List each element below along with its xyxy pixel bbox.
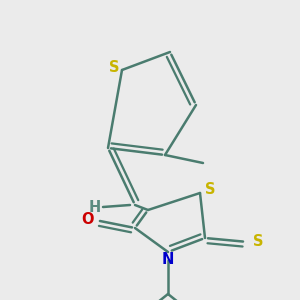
Text: H: H	[89, 200, 101, 214]
Text: O: O	[81, 212, 93, 227]
Text: S: S	[205, 182, 215, 196]
Text: S: S	[253, 235, 263, 250]
Text: N: N	[162, 251, 174, 266]
Text: S: S	[109, 61, 119, 76]
